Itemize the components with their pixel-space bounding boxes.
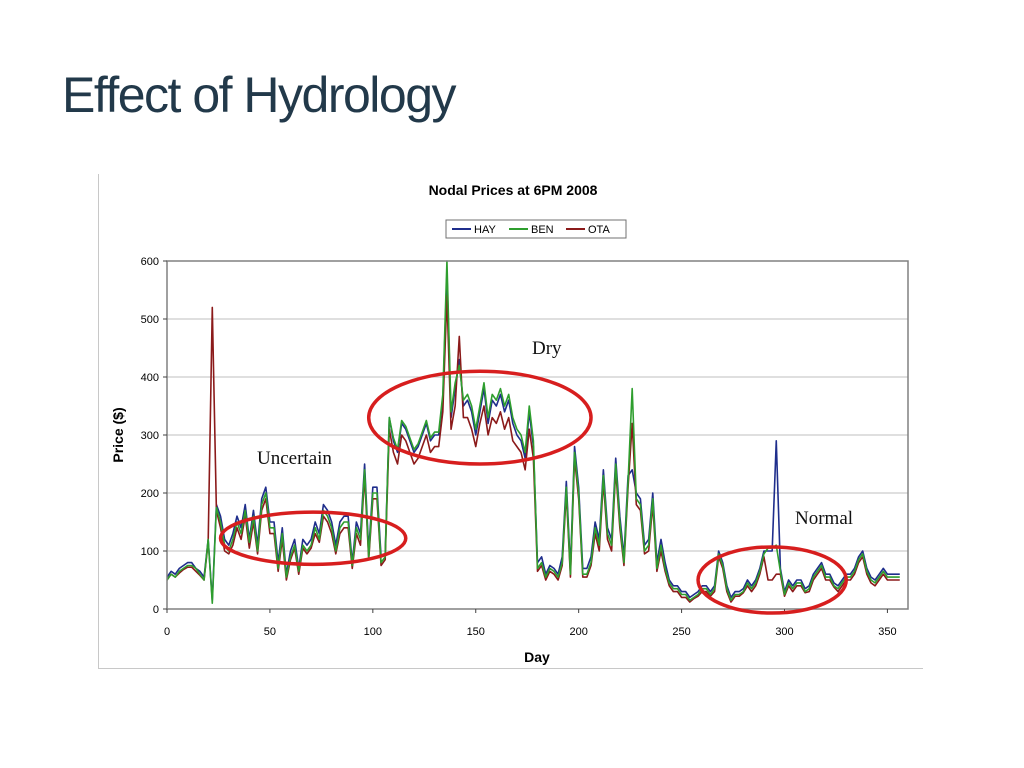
x-tick-label: 50 (264, 626, 276, 638)
legend-label-ota: OTA (588, 224, 610, 236)
y-axis-ticks: 0 100 200 300 400 500 600 (141, 256, 167, 616)
legend-label-ben: BEN (531, 224, 554, 236)
annotation-ellipse-normal (696, 545, 849, 615)
annotation-label-uncertain: Uncertain (257, 448, 332, 469)
x-tick-label: 150 (467, 626, 485, 638)
y-tick-label: 400 (141, 372, 159, 384)
annotation-ellipse-dry (366, 369, 593, 466)
y-tick-label: 100 (141, 546, 159, 558)
x-tick-label: 100 (364, 626, 382, 638)
y-tick-label: 200 (141, 488, 159, 500)
annotations: Uncertain Dry Normal (218, 338, 853, 615)
y-tick-label: 0 (153, 604, 159, 616)
annotation-label-normal: Normal (795, 508, 853, 529)
legend-label-hay: HAY (474, 224, 496, 236)
slide-title: Effect of Hydrology (62, 67, 457, 123)
x-axis-ticks: 0 50 100 150 200 250 300 350 (164, 609, 897, 638)
legend: HAY BEN OTA (445, 219, 627, 239)
x-tick-label: 350 (878, 626, 896, 638)
chart-title: Nodal Prices at 6PM 2008 (429, 182, 598, 198)
annotation-label-dry: Dry (532, 338, 562, 359)
x-tick-label: 250 (672, 626, 690, 638)
y-tick-label: 500 (141, 314, 159, 326)
x-tick-label: 0 (164, 626, 170, 638)
x-axis-label: Day (524, 649, 550, 665)
y-axis-label: Price ($) (110, 407, 126, 462)
x-tick-label: 200 (569, 626, 587, 638)
chart-frame: Nodal Prices at 6PM 2008 HAY BEN OTA 0 10… (98, 174, 923, 669)
y-tick-label: 300 (141, 430, 159, 442)
series-lines (166, 260, 900, 605)
legend-box (445, 219, 627, 239)
series-line-ben (166, 260, 900, 605)
price-chart: Nodal Prices at 6PM 2008 HAY BEN OTA 0 10… (110, 182, 909, 665)
annotation-ellipse-uncertain (218, 510, 408, 567)
y-tick-label: 600 (141, 256, 159, 268)
x-tick-label: 300 (775, 626, 793, 638)
